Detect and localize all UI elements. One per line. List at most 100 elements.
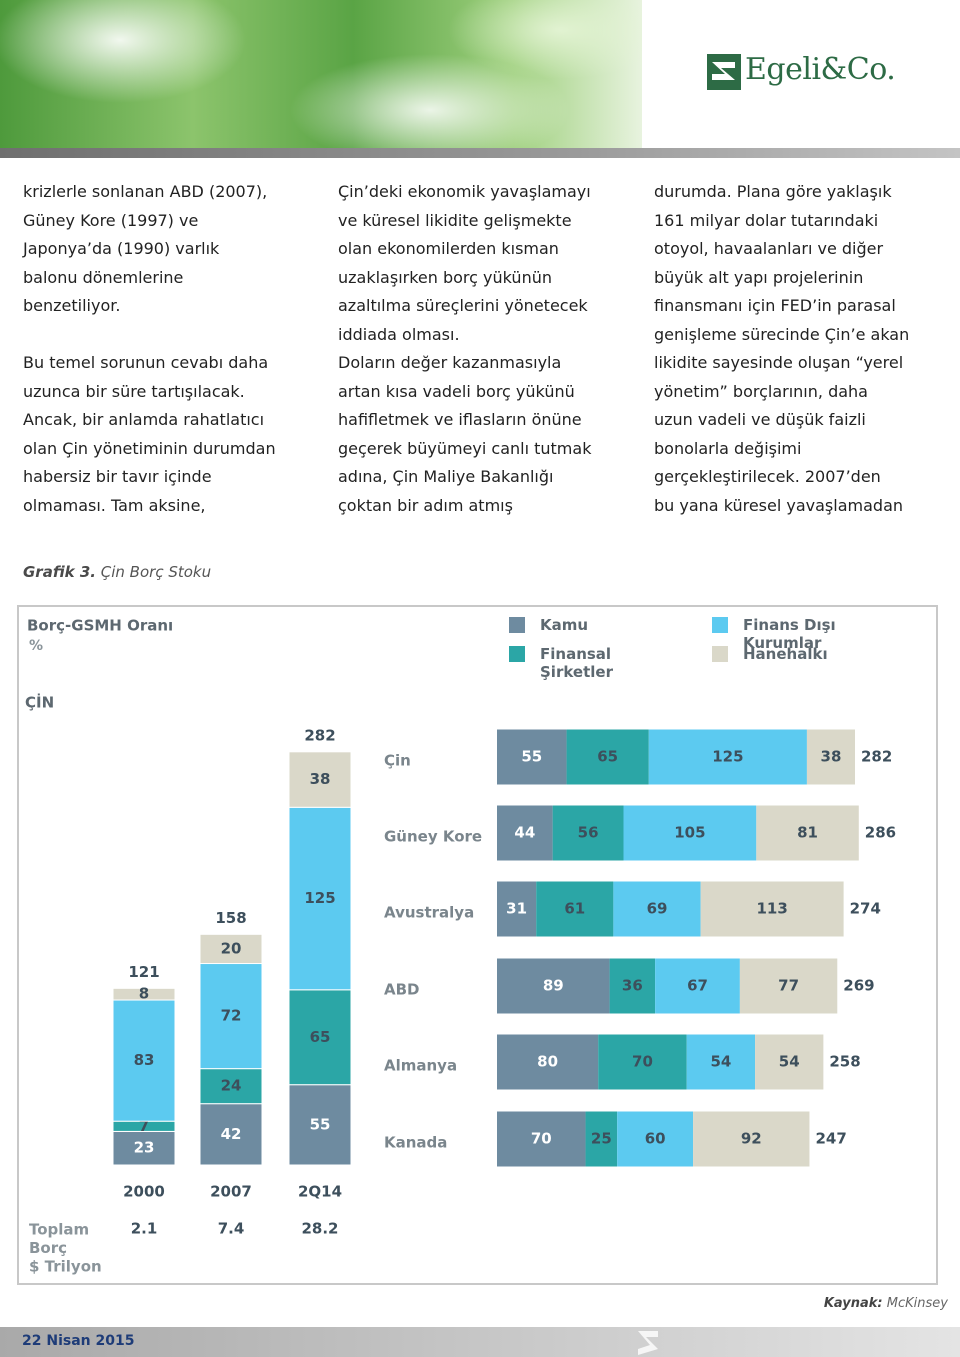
total-label: 286 [865,824,896,842]
x-tick-label: 2007 [210,1183,252,1201]
value-label: 70 [531,1130,552,1148]
legend-label: Kamu [540,616,589,634]
chart-frame [17,605,938,1285]
text-line: 161 milyar dolar tutarındaki [654,210,879,230]
value-label: 38 [310,770,331,788]
legend-swatch [509,646,525,662]
bar-segment [598,1034,687,1090]
value-label: 113 [756,900,787,918]
text-column: krizlerle sonlanan ABD (2007), Güney Kore… [23,178,276,520]
text-line: olan ekonomilerden kısman [338,239,559,258]
total-label: 158 [215,909,246,927]
text-line: gerçekleştirilecek. 2007’den [654,467,881,486]
text-line: habersiz bir tavır içinde [23,467,212,486]
total-debt-label: Borç [29,1239,67,1257]
text-line: ve küresel likidite gelişmekte [338,210,572,230]
value-label: 69 [647,900,668,918]
source-label: Kaynak: [823,1296,883,1311]
paragraph: Doların değer kazanmasıyla artan kısa vad… [338,349,591,520]
text-line: olan Çin yönetiminin durumdan [23,438,276,458]
chart: Borç-GSMH Oranı%ÇİN23783812120002.142247… [25,617,896,1276]
bar-segment [755,1034,824,1090]
value-label: 125 [304,889,335,907]
bar-segment [288,1084,352,1166]
category-label: ABD [384,981,420,999]
bar-segment [655,958,740,1014]
logo: Egeli&Co. [745,52,896,87]
text-line: genişleme sürecinde Çin’e akan [654,324,910,344]
bar-segment [288,989,352,1086]
bar-segment [700,881,844,937]
bar-segment [199,1068,263,1105]
total-label: 282 [304,726,335,744]
bar-segment [609,958,656,1014]
chart-title: Borç-GSMH Oranı [27,617,173,635]
value-label: 7 [139,1117,149,1135]
bar-segment [497,1111,586,1167]
value-label: 36 [622,977,643,995]
text-line: benzetiliyor. [23,296,121,315]
total-debt: 2.1 [131,1220,158,1238]
text-line: likidite sayesinde oluşan “yerel [654,353,904,372]
footer-date: 22 Nisan 2015 [22,1333,135,1349]
category-label: Avustralya [384,904,474,922]
text-line: artan kısa vadeli borç yükünü [338,381,575,401]
value-label: 92 [741,1130,762,1148]
total-debt: 28.2 [301,1220,338,1238]
source-text: McKinsey [886,1296,948,1311]
text-line: çoktan bir adım atmış [338,495,513,515]
text-line: olmaması. Tam aksine, [23,495,206,515]
value-label: 44 [514,824,535,842]
total-debt-label: $ Trilyon [29,1258,102,1276]
text-line: durumda. Plana göre yaklaşık [654,182,892,201]
text-line: Ancak, bir anlamda rahatlatıcı [23,410,265,429]
value-label: 72 [221,1007,242,1025]
text-line: bu yana küresel yavaşlamadan [654,495,904,515]
value-label: 24 [221,1077,242,1095]
value-label: 25 [591,1130,612,1148]
bar-segment [112,999,176,1122]
unit: % [29,638,43,654]
legend-swatch [509,617,525,633]
value-label: 38 [821,748,842,766]
bar-segment [756,805,859,861]
bar-segment [806,729,855,785]
value-label: 83 [134,1051,155,1069]
value-label: 65 [597,748,618,766]
bar-segment [566,729,649,785]
bar-segment [497,729,567,785]
category-label: Kanada [384,1134,447,1152]
bar-segment [497,881,537,937]
bar-segment [536,881,614,937]
bar-segment [199,1103,263,1166]
bar-segment [693,1111,810,1167]
value-label: 80 [537,1053,558,1071]
text-line: Güney Kore (1997) ve [23,210,199,230]
footer-icon [638,1331,658,1355]
legend-label: Finans Dışı Kurumlar [743,616,836,652]
text-line: Çin’deki ekonomik yavaşlamayı [338,182,591,201]
value-label: 60 [645,1130,666,1148]
bar-segment [585,1111,618,1167]
text-column: Çin’deki ekonomik yavaşlamayı ve küresel … [338,178,591,520]
bar-segment [288,751,352,808]
bar-segment [288,806,352,991]
total-label: 247 [815,1130,846,1148]
category-label: Güney Kore [384,828,482,846]
total-label: 282 [861,748,892,766]
bar-segment [739,958,838,1014]
total-debt-label: Toplam [29,1221,89,1239]
text-line: hafifletmek ve iflasların önüne [338,410,582,429]
value-label: 55 [310,1115,331,1133]
legend-swatch [712,617,728,633]
bar-segment [686,1034,756,1090]
bar-segment [617,1111,694,1167]
value-label: 31 [506,900,527,918]
bar-segment [497,1034,599,1090]
value-label: 125 [712,748,743,766]
x-tick-label: 2Q14 [298,1183,342,1201]
bar-segment [613,881,701,937]
value-label: 77 [778,977,799,995]
category-label: Almanya [384,1057,457,1075]
